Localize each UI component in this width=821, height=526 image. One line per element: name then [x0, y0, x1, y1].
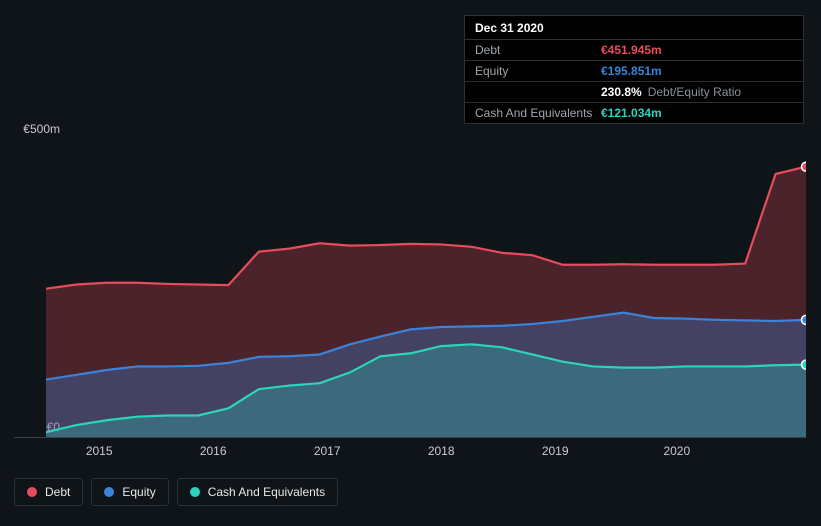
legend-swatch [190, 487, 200, 497]
tooltip-row: 230.8% Debt/Equity Ratio [465, 82, 803, 103]
chart-tooltip: Dec 31 2020 Debt €451.945m Equity €195.8… [464, 15, 804, 124]
series-marker-equity [802, 315, 807, 324]
series-marker-debt [802, 162, 807, 171]
tooltip-row: Cash And Equivalents €121.034m [465, 103, 803, 123]
tooltip-value: 230.8% [601, 85, 642, 99]
tooltip-extra: Debt/Equity Ratio [648, 85, 741, 99]
tooltip-label: Equity [475, 64, 601, 78]
x-axis-tick: 2015 [86, 444, 113, 458]
tooltip-date: Dec 31 2020 [465, 16, 803, 40]
legend-item-cash[interactable]: Cash And Equivalents [177, 478, 338, 506]
tooltip-value: €451.945m [601, 43, 662, 57]
x-axis-tick: 2016 [200, 444, 227, 458]
legend-label: Cash And Equivalents [208, 485, 325, 499]
x-axis-tick: 2020 [663, 444, 690, 458]
x-axis-tick: 2019 [542, 444, 569, 458]
legend-item-debt[interactable]: Debt [14, 478, 83, 506]
tooltip-label [475, 85, 601, 99]
legend-item-equity[interactable]: Equity [91, 478, 168, 506]
series-marker-cash [802, 360, 807, 369]
legend: Debt Equity Cash And Equivalents [14, 478, 338, 506]
tooltip-row: Debt €451.945m [465, 40, 803, 61]
tooltip-value: €121.034m [601, 106, 662, 120]
y-axis-label-max: €500m [23, 122, 60, 136]
x-axis-tick: 2018 [428, 444, 455, 458]
legend-swatch [27, 487, 37, 497]
tooltip-label: Cash And Equivalents [475, 106, 601, 120]
tooltip-label: Debt [475, 43, 601, 57]
legend-label: Debt [45, 485, 70, 499]
x-axis-baseline [14, 437, 806, 438]
x-axis-tick: 2017 [314, 444, 341, 458]
legend-swatch [104, 487, 114, 497]
tooltip-value: €195.851m [601, 64, 662, 78]
chart-plot-area[interactable] [46, 138, 806, 437]
tooltip-row: Equity €195.851m [465, 61, 803, 82]
legend-label: Equity [122, 485, 155, 499]
